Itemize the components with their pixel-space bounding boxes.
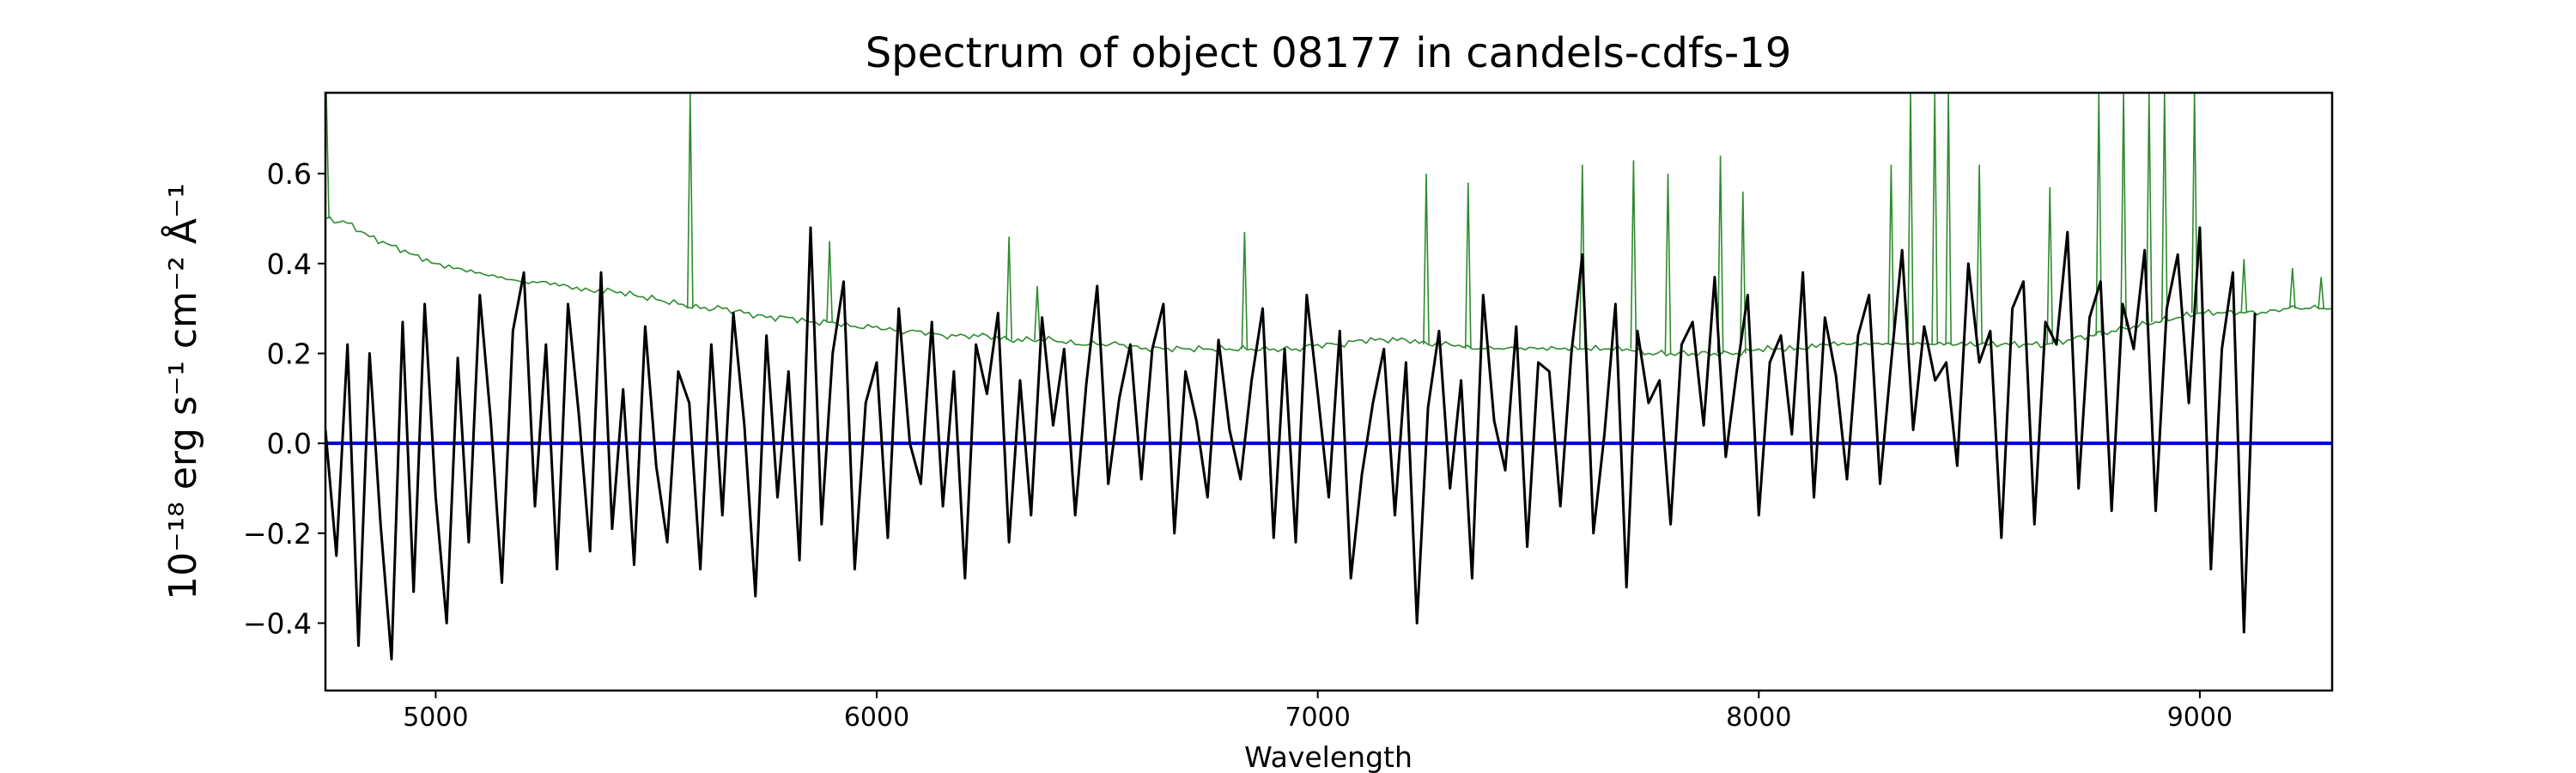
sky-line-peak <box>1034 285 1041 340</box>
sky-line-peak <box>325 93 330 219</box>
sky-line-peak <box>2095 93 2103 336</box>
sky-line-peak <box>1241 232 1249 350</box>
sky-line-peak <box>1423 173 1430 345</box>
sky-line-peak <box>1630 160 1637 350</box>
x-tick-label: 5000 <box>403 703 468 733</box>
y-axis: −0.4 −0.2 0.0 0.2 0.4 0.6 <box>243 157 325 641</box>
y-tick-label: 0.0 <box>267 427 312 460</box>
x-axis: 5000 6000 7000 8000 9000 <box>403 691 2233 733</box>
sky-line-peak <box>826 240 833 322</box>
y-axis-label: 10⁻¹⁸ erg s⁻¹ cm⁻² Å⁻¹ <box>160 183 205 600</box>
sky-line-peak <box>1931 93 1939 345</box>
sky-line-peak <box>2190 93 2198 313</box>
x-tick-label: 8000 <box>1726 703 1791 733</box>
sky-line-peak <box>2120 93 2127 327</box>
sky-line-peak <box>2160 93 2168 322</box>
sky-line-peak <box>1005 236 1012 340</box>
y-tick-label: 0.6 <box>267 157 312 191</box>
sky-line-peak <box>1716 155 1724 354</box>
sky-noise-line <box>325 216 2332 357</box>
sky-line-peak <box>2240 259 2248 313</box>
sky-line-peak <box>1664 173 1672 354</box>
sky-line-peak <box>686 93 694 309</box>
sky-line-peak <box>1739 192 1747 354</box>
chart-title: Spectrum of object 08177 in candels-cdfs… <box>866 29 1792 77</box>
plot-frame <box>324 91 2334 692</box>
x-tick-label: 6000 <box>844 703 909 733</box>
sky-line-peak <box>2288 268 2296 309</box>
plot-area <box>325 93 2332 660</box>
sky-line-peak <box>1945 93 1952 345</box>
sky-line-peak <box>1907 93 1914 345</box>
x-tick-label: 7000 <box>1285 703 1350 733</box>
sky-line-peak <box>1887 164 1895 345</box>
sky-line-peak <box>2318 277 2324 309</box>
y-tick-label: −0.4 <box>243 607 312 641</box>
flux-line <box>325 226 2257 660</box>
sky-line-peak <box>2046 186 2054 345</box>
y-tick-label: 0.4 <box>267 247 312 281</box>
y-tick-label: 0.2 <box>267 338 312 371</box>
y-tick-label: −0.2 <box>243 517 312 551</box>
x-axis-label: Wavelength <box>1244 740 1413 773</box>
sky-line-peak <box>1976 164 1983 345</box>
x-tick-label: 9000 <box>2167 703 2233 733</box>
sky-line-peak <box>2146 93 2153 322</box>
sky-line-peak <box>1464 182 1472 350</box>
